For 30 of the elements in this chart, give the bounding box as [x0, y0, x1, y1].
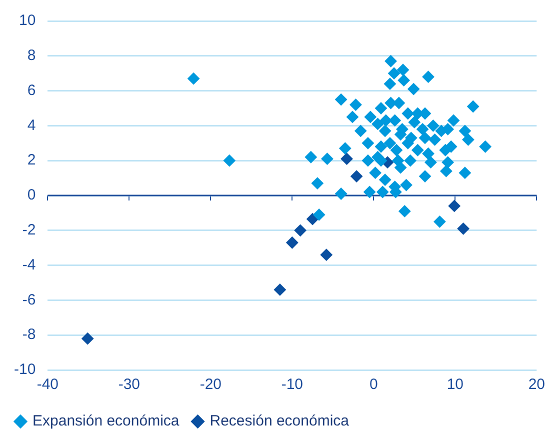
point [286, 236, 298, 249]
y-tick-label: 6 [27, 82, 36, 99]
point [274, 284, 286, 296]
x-tick-label: 20 [528, 376, 545, 394]
legend-label: Expansión económica [32, 412, 180, 430]
x-tick-label: 0 [369, 376, 378, 394]
point [82, 332, 94, 345]
x-tick-label: -40 [36, 376, 59, 394]
y-tick-label: 0 [27, 186, 36, 204]
point [306, 213, 319, 226]
y-tick-label: 8 [27, 47, 36, 64]
point [457, 222, 470, 235]
point [350, 170, 363, 182]
y-tick-label: -2 [22, 222, 36, 239]
point [320, 248, 332, 261]
x-tick-label: -20 [200, 376, 222, 394]
x-tick-label: -30 [118, 376, 140, 394]
y-tick-label: -10 [14, 361, 36, 378]
legend-label: Recesión económica [210, 412, 350, 430]
point [340, 152, 353, 165]
x-tick-label: 10 [446, 376, 464, 394]
y-tick-label: -8 [22, 326, 36, 344]
x-tick-label: -10 [281, 376, 304, 394]
y-tick-label: -4 [22, 256, 36, 274]
point [294, 224, 306, 236]
y-tick-label: 4 [27, 116, 36, 134]
point [448, 200, 460, 212]
y-tick-label: 2 [27, 152, 36, 169]
y-tick-label: -6 [22, 291, 36, 308]
y-tick-label: 10 [18, 12, 36, 30]
